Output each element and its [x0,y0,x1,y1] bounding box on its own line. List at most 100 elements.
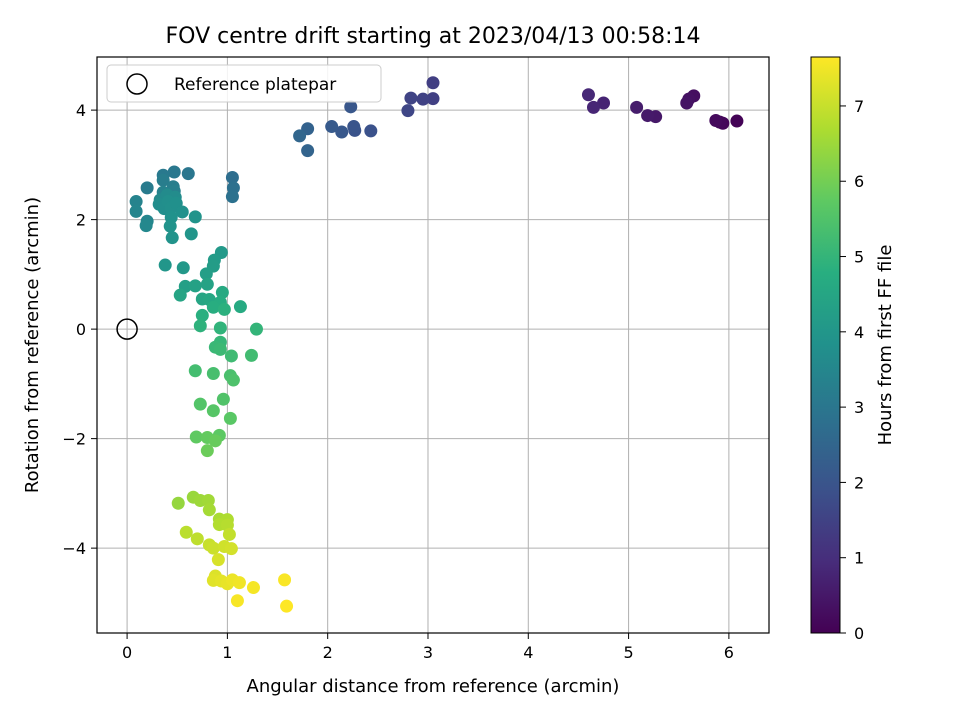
data-point [171,496,185,510]
data-point [224,542,238,556]
data-point [586,100,600,114]
data-point [335,125,349,139]
data-point [200,277,214,291]
data-point [232,576,246,590]
data-point [217,302,231,316]
colorbar-tick-label: 3 [854,398,864,417]
y-axis-label: Rotation from reference (arcmin) [22,197,43,493]
x-tick-label: 1 [222,643,232,662]
colorbar-label: Hours from first FF file [875,245,896,446]
data-point [200,444,214,458]
data-point [416,92,430,106]
data-point [230,594,244,608]
data-point [163,219,177,233]
data-point [165,231,179,245]
data-point [181,167,195,181]
data-point [173,288,187,302]
data-point [158,258,172,272]
data-point [325,120,339,134]
data-point [630,100,644,114]
data-point [244,348,258,362]
y-tick-label: 4 [76,101,86,120]
data-point [226,373,240,387]
legend: Reference platepar [106,64,382,103]
x-tick-label: 5 [623,643,633,662]
data-point [581,88,595,102]
data-point [188,364,202,378]
y-tick-label: 0 [76,320,86,339]
colorbar-tick-label: 1 [854,549,864,568]
colorbar-tick-label: 4 [854,323,864,342]
data-point [404,91,418,105]
data-point [175,205,189,219]
data-point [208,434,222,448]
colorbar-tick-label: 5 [854,248,864,267]
colorbar-ticks: 0 1 2 3 4 5 6 7 [840,97,864,643]
data-point [709,114,723,128]
colorbar-gradient [810,56,841,634]
data-point [176,261,190,275]
data-point [189,430,203,444]
colorbar-tick-label: 7 [854,97,864,116]
data-point [225,190,239,204]
data-point [222,527,236,541]
plot-frame [96,56,770,634]
grid-lines [97,57,769,633]
data-point [199,267,213,281]
data-point [195,308,209,322]
x-tick-label: 6 [724,643,734,662]
data-point [233,300,247,314]
data-point [193,397,207,411]
data-point [216,392,230,406]
data-point [641,109,655,123]
data-point [293,129,307,143]
data-point [426,76,440,90]
data-point [184,227,198,241]
colorbar-tick-label: 2 [854,473,864,492]
data-point [129,204,143,218]
reference-platepar-marker [116,318,138,340]
y-tick-label: 2 [76,211,86,230]
data-point [246,581,260,595]
data-point [347,120,361,134]
data-point [206,541,220,555]
data-point [401,104,415,118]
data-point [215,285,229,299]
data-point [280,599,294,613]
data-point [249,322,263,336]
data-point [206,300,220,314]
data-point [278,573,292,587]
x-tick-label: 2 [323,643,333,662]
y-tick-label: −2 [62,430,86,449]
data-point [213,321,227,335]
colorbar-tick-label: 0 [854,624,864,643]
data-point [139,219,153,233]
data-point [224,349,238,363]
data-point [129,195,143,209]
y-tick-label: −4 [62,539,86,558]
x-tick-label: 4 [523,643,533,662]
data-point [223,411,237,425]
data-point [211,553,225,567]
data-point [193,319,207,333]
data-point [426,92,440,106]
data-point [179,525,193,539]
colorbar-tick-label: 6 [854,172,864,191]
data-point [364,124,378,138]
data-point [188,279,202,293]
data-point [202,503,216,517]
legend-marker-icon [126,73,148,95]
data-point [213,342,227,356]
y-axis-ticks: −4 −2 0 2 4 [62,101,97,558]
chart-title: FOV centre drift starting at 2023/04/13 … [166,24,701,49]
data-point [156,173,170,187]
x-tick-label: 3 [423,643,433,662]
data-point [140,181,154,195]
data-point [680,96,694,110]
data-point [190,532,204,546]
data-point [206,404,220,418]
legend-box [106,64,382,103]
legend-entry-reference: Reference platepar [174,75,336,95]
colorbar: 0 1 2 3 4 5 6 7 Hours from first FF file [810,56,896,643]
